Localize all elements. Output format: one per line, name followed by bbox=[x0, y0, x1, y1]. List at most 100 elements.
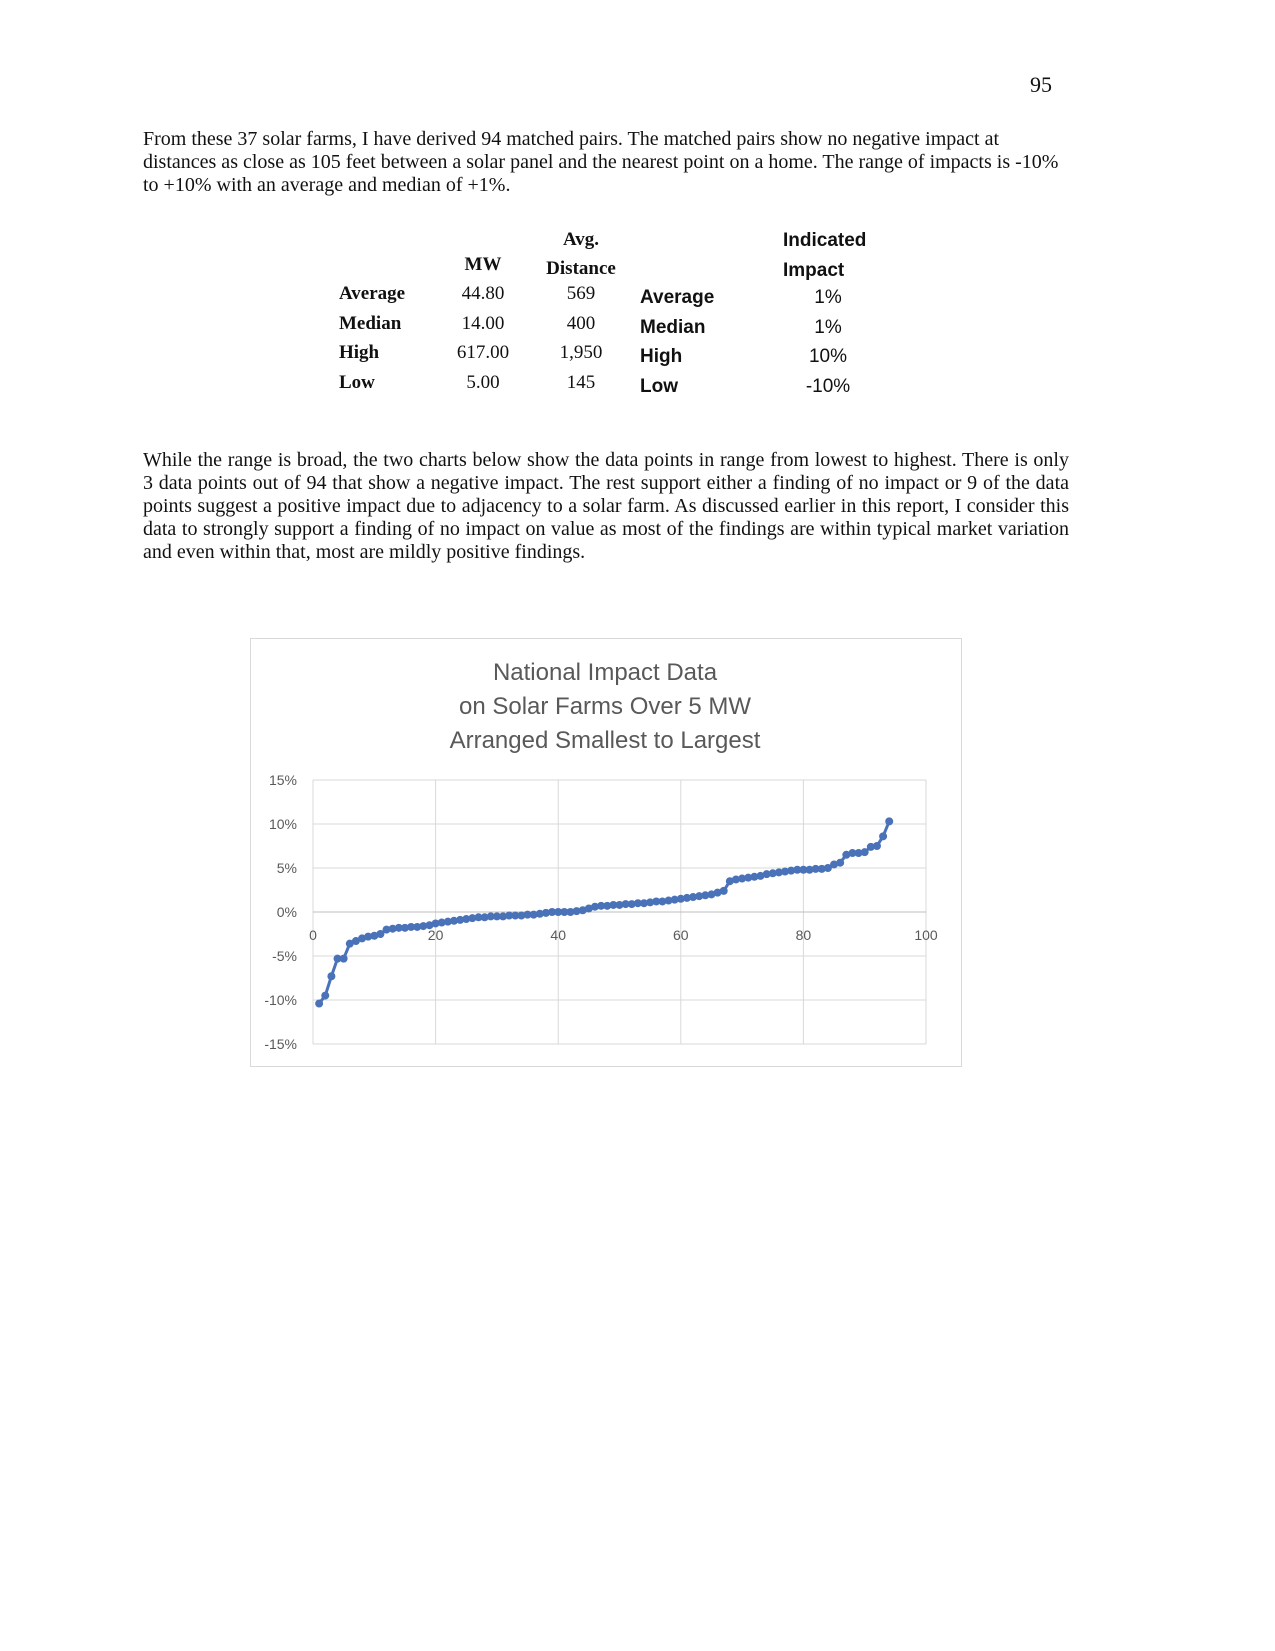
data-point bbox=[787, 866, 796, 875]
chart-title: National Impact Data bbox=[493, 659, 718, 686]
data-point bbox=[701, 891, 710, 900]
data-point bbox=[572, 907, 581, 916]
table-cell: 44.80 bbox=[461, 283, 505, 304]
chart-frame bbox=[250, 638, 962, 1067]
data-point bbox=[535, 909, 544, 918]
data-point bbox=[394, 923, 403, 932]
data-point bbox=[480, 913, 489, 922]
data-point bbox=[719, 886, 728, 895]
data-point bbox=[431, 919, 440, 928]
row-label: High bbox=[640, 346, 683, 367]
y-tick-label: 0% bbox=[277, 904, 297, 920]
data-point bbox=[584, 904, 593, 913]
x-tick-label: 100 bbox=[914, 927, 938, 943]
data-point bbox=[676, 894, 685, 903]
row-label: High bbox=[339, 342, 380, 363]
data-point bbox=[640, 899, 649, 908]
data-point bbox=[738, 874, 747, 883]
data-point bbox=[836, 858, 845, 867]
y-tick-label: 10% bbox=[269, 816, 297, 832]
data-point bbox=[597, 901, 606, 910]
data-point bbox=[811, 864, 820, 873]
data-point bbox=[388, 924, 397, 933]
data-point bbox=[609, 900, 618, 909]
data-point bbox=[382, 925, 391, 934]
data-point bbox=[664, 896, 673, 905]
data-point bbox=[744, 873, 753, 882]
y-tick-label: -15% bbox=[264, 1036, 297, 1052]
data-point bbox=[529, 910, 538, 919]
column-header: MW bbox=[464, 254, 502, 275]
data-point bbox=[523, 910, 532, 919]
data-point bbox=[860, 848, 869, 857]
y-tick-label: 15% bbox=[269, 772, 297, 788]
column-header: Indicated Impact bbox=[783, 230, 867, 281]
row-label: Median bbox=[640, 316, 706, 338]
x-tick-label: 40 bbox=[550, 927, 566, 943]
data-point bbox=[492, 912, 501, 921]
table-cell: 1,950 bbox=[559, 342, 603, 363]
data-point bbox=[511, 911, 520, 920]
data-point bbox=[462, 915, 471, 924]
data-point bbox=[376, 930, 385, 938]
data-point bbox=[456, 915, 465, 924]
data-point bbox=[474, 913, 483, 922]
data-point bbox=[413, 922, 422, 931]
data-point bbox=[425, 921, 434, 930]
data-point bbox=[578, 906, 587, 915]
y-tick-label: -10% bbox=[264, 992, 297, 1008]
data-point bbox=[670, 895, 679, 904]
table-cell: 14.00 bbox=[461, 312, 505, 334]
data-point bbox=[652, 897, 661, 906]
data-point bbox=[799, 865, 808, 874]
data-point bbox=[621, 900, 630, 909]
data-point bbox=[315, 999, 324, 1008]
data-point bbox=[707, 890, 716, 899]
table-cell: 1% bbox=[814, 316, 842, 338]
row-label: Median bbox=[339, 312, 402, 334]
data-point bbox=[854, 849, 863, 858]
y-tick-label: -5% bbox=[272, 948, 297, 964]
data-point bbox=[517, 911, 526, 920]
data-point bbox=[407, 922, 416, 931]
x-tick-label: 20 bbox=[428, 927, 444, 943]
chart-title: Arranged Smallest to Largest bbox=[450, 727, 761, 754]
data-point bbox=[339, 954, 348, 963]
data-point bbox=[842, 850, 851, 859]
data-point bbox=[358, 934, 367, 943]
data-point bbox=[419, 922, 428, 931]
data-point bbox=[449, 916, 458, 925]
data-point bbox=[879, 832, 888, 841]
data-point bbox=[793, 865, 802, 874]
data-point bbox=[615, 900, 624, 909]
table-cell: 569 bbox=[566, 283, 596, 304]
paragraph: From these 37 solar farms, I have derive… bbox=[143, 128, 1059, 196]
data-point bbox=[872, 842, 881, 850]
data-point bbox=[866, 842, 875, 851]
x-tick-label: 80 bbox=[796, 927, 812, 943]
data-point bbox=[633, 899, 642, 908]
row-label: Average bbox=[339, 283, 406, 304]
table-cell: 145 bbox=[566, 371, 596, 393]
table-cell: 5.00 bbox=[466, 371, 500, 393]
data-point bbox=[548, 908, 557, 916]
column-header: Avg. Distance bbox=[546, 229, 616, 279]
data-point bbox=[781, 867, 790, 876]
data-point bbox=[756, 871, 765, 880]
data-point bbox=[321, 991, 330, 1000]
data-point bbox=[682, 893, 691, 902]
data-point bbox=[327, 972, 336, 981]
data-point bbox=[830, 860, 839, 869]
data-point bbox=[689, 893, 698, 902]
data-point bbox=[695, 892, 704, 901]
data-point bbox=[848, 849, 857, 858]
data-point bbox=[554, 908, 563, 916]
data-point bbox=[541, 908, 550, 917]
data-point bbox=[351, 937, 360, 946]
table-cell: 10% bbox=[808, 346, 848, 367]
chart-title: on Solar Farms Over 5 MW bbox=[459, 693, 751, 720]
data-point bbox=[370, 931, 379, 940]
data-point bbox=[603, 901, 612, 910]
data-point bbox=[805, 865, 814, 874]
